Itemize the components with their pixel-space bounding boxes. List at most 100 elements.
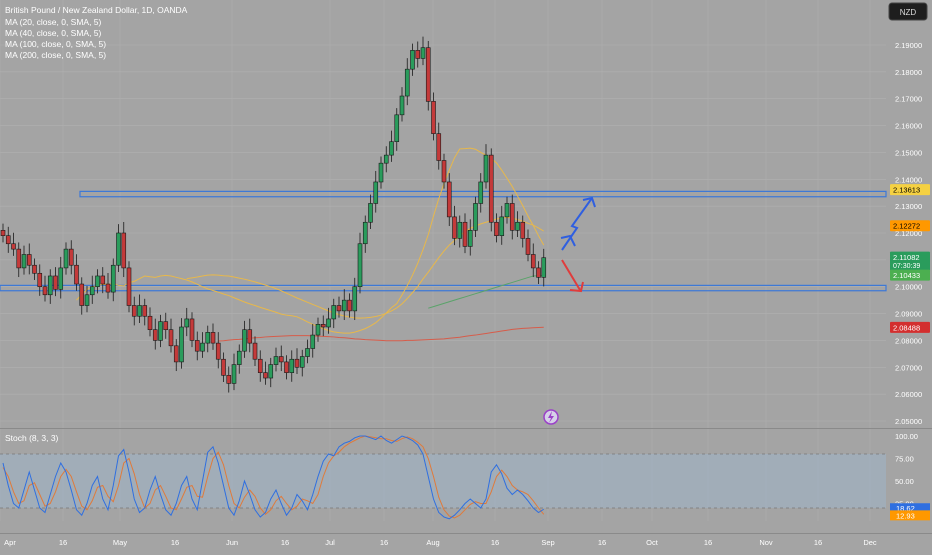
time-tick-label: 16 (491, 538, 499, 547)
candle-body (383, 154, 389, 164)
price-label-badge (890, 269, 930, 281)
candle-body (74, 264, 79, 285)
price-label-value: 2.08488 (893, 323, 920, 332)
ma40-line (186, 216, 545, 319)
candle-body (357, 243, 363, 288)
arrow-down-head (569, 281, 584, 293)
candle-body (404, 68, 410, 97)
candle-body (16, 248, 22, 269)
time-tick-label: Jun (226, 538, 238, 547)
candle-body (100, 275, 106, 285)
candle-body (42, 286, 48, 296)
price-tick-label: 2.17000 (895, 95, 922, 104)
price-tick-label: 2.13000 (895, 202, 922, 211)
stoch-tick-label: 50.00 (895, 477, 914, 486)
candle-body (525, 238, 531, 255)
time-tick-label: 16 (814, 538, 822, 547)
candle-body (226, 375, 232, 384)
candle-body (326, 318, 331, 328)
price-tick-label: 2.06000 (895, 390, 922, 399)
time-tick-label: Oct (646, 538, 659, 547)
candle-body (478, 181, 484, 204)
candle-body (95, 275, 100, 288)
indicator-ma40-label: MA (40, close, 0, SMA, 5) (5, 28, 102, 38)
currency-button[interactable]: NZD (888, 2, 928, 21)
stoch-k-line (2, 435, 545, 520)
stoch-band (0, 454, 886, 508)
candle-body (268, 364, 274, 379)
ma20-line (76, 147, 545, 334)
time-tick-label: Apr (4, 538, 16, 547)
candle-body (47, 275, 53, 296)
candle-body (110, 264, 116, 293)
candle-body (467, 230, 473, 247)
candle-body (420, 47, 426, 59)
candle-body (483, 154, 489, 183)
stoch-label: Stoch (8, 3, 3) (5, 433, 59, 443)
candle-body (58, 267, 64, 290)
price-tick-label: 2.12000 (895, 229, 922, 238)
candle-body (152, 329, 158, 341)
time-tick-label: Nov (759, 538, 773, 547)
candle-body (205, 332, 211, 344)
candle-body (63, 248, 69, 269)
time-tick-label: Jul (325, 538, 335, 547)
price-tick-label: 2.18000 (895, 68, 922, 77)
price-tick-label: 2.05000 (895, 417, 922, 426)
candle-body (331, 305, 337, 320)
candle-body (315, 324, 321, 336)
candle-body (79, 283, 85, 306)
candle-body (341, 299, 347, 312)
zone-support (0, 284, 887, 292)
gridlines (0, 0, 886, 521)
ma100-line (428, 274, 544, 309)
price-label-badge (890, 184, 930, 196)
price-tick-label: 2.15000 (895, 148, 922, 157)
candle-body (231, 364, 237, 384)
stoch-value-badge (890, 503, 930, 514)
price-label-value: 2.11082 (893, 253, 920, 262)
price-axis: 2.19000 2.18000 2.17000 2.16000 2.15000 2.140… (890, 41, 930, 521)
candle-body (289, 358, 295, 373)
moving-averages (76, 147, 545, 342)
price-label-value: 2.12272 (893, 222, 920, 231)
candle-body (84, 294, 90, 306)
candle-body (137, 305, 142, 317)
candle-body (131, 305, 137, 317)
price-label-badge (890, 220, 930, 232)
candle-body (179, 326, 184, 363)
stochastic-panel (0, 428, 932, 520)
candle-body (121, 232, 127, 269)
time-tick-label: May (113, 538, 127, 547)
candle-body (257, 358, 263, 373)
candle-body (536, 267, 541, 278)
candle-body (436, 133, 442, 161)
candle-body (299, 356, 305, 368)
stoch-tick-label: 75.00 (895, 455, 914, 464)
candle-body (116, 232, 121, 266)
candle-body (399, 95, 405, 116)
currency-button-label[interactable]: NZD (900, 8, 917, 17)
candle-body (368, 203, 373, 223)
candle-body (278, 356, 284, 363)
stoch-tick-label: 100.00 (895, 432, 918, 441)
candle-body (410, 50, 415, 70)
price-tick-label: 2.16000 (895, 122, 922, 131)
candle-body (126, 267, 132, 306)
candle-body (515, 221, 520, 231)
candle-body (194, 340, 200, 352)
indicator-ma100-label: MA (100, close, 0, SMA, 5) (5, 39, 106, 49)
candle-body (294, 358, 300, 368)
candle-body (530, 254, 536, 269)
candle-body (473, 203, 478, 231)
candle-body (336, 305, 342, 312)
candle-body (389, 141, 394, 156)
stoch-value-label: 18.62 (896, 504, 915, 513)
time-tick-label: Sep (541, 538, 554, 547)
candle-body (11, 243, 16, 250)
price-label-countdown: 07:30:39 (893, 263, 920, 270)
candle-body (189, 318, 195, 341)
ma200-line (218, 326, 544, 342)
